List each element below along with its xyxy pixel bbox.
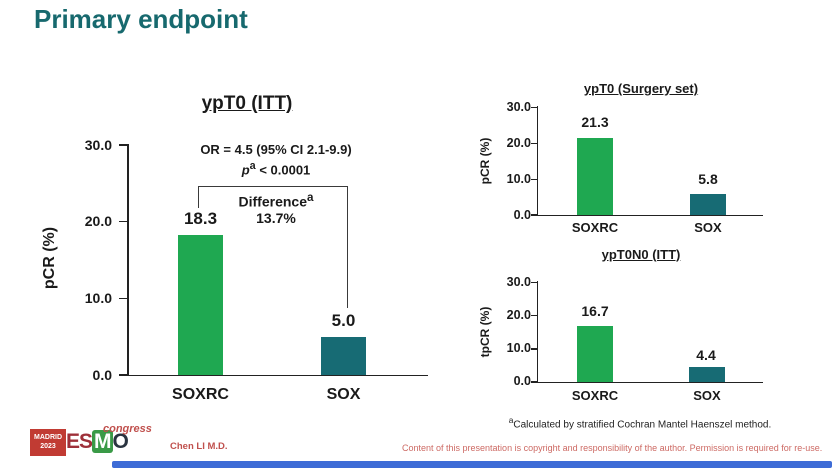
y-tick-label: 0.0 <box>92 367 112 383</box>
author-name: Chen LI M.D. <box>170 441 228 452</box>
y-tick-mark <box>531 348 538 350</box>
y-tick-label: 20.0 <box>84 213 112 229</box>
bar-value-sox: 4.4 <box>696 347 716 363</box>
bar-sox <box>690 194 726 215</box>
difference-word: Difference <box>238 193 307 210</box>
difference-bracket-left <box>198 186 199 208</box>
x-axis-line <box>537 214 763 216</box>
badge-city: MADRID <box>34 434 62 441</box>
chart-title: ypT0 (ITT) <box>201 93 293 114</box>
difference-bracket-top <box>198 186 348 187</box>
chart-title: ypT0N0 (ITT) <box>601 247 681 262</box>
y-tick-label: 20.0 <box>506 136 531 150</box>
difference-value: 13.7% <box>256 210 296 226</box>
p-value-text: pa < 0.0001 <box>156 160 396 177</box>
y-axis-line <box>127 144 129 375</box>
footnote-text: Calculated by stratified Cochran Mantel … <box>513 419 772 431</box>
y-tick-label: 0.0 <box>513 374 531 388</box>
y-tick-mark <box>531 106 538 108</box>
esmo-letter-e: E <box>66 430 80 453</box>
bar-value-soxrc: 21.3 <box>581 114 609 130</box>
bottom-progress-bar <box>112 461 832 468</box>
y-tick-label: 0.0 <box>513 208 531 222</box>
bar-sox <box>321 336 366 375</box>
bar-value-sox: 5.8 <box>698 171 718 187</box>
difference-superscript: a <box>306 191 314 204</box>
bar-value-soxrc: 18.3 <box>183 209 218 228</box>
y-tick-mark <box>531 142 538 144</box>
esmo-letter-m: M <box>92 430 113 453</box>
y-tick-label: 20.0 <box>506 308 531 322</box>
bar-value-sox: 5.0 <box>331 311 356 330</box>
y-tick-label: 10.0 <box>506 172 531 186</box>
esmo-madrid-2023-badge: MADRID 2023 <box>30 429 66 456</box>
difference-label: Differencea <box>221 191 331 210</box>
x-category-soxrc: SOXRC <box>172 386 229 403</box>
x-category-sox: SOX <box>693 388 721 403</box>
page-title: Primary endpoint <box>34 4 248 34</box>
y-tick-mark <box>531 381 538 383</box>
y-tick-mark <box>119 374 128 376</box>
y-tick-mark <box>531 178 538 180</box>
p-superscript: a <box>249 160 256 172</box>
x-category-sox: SOX <box>326 386 361 403</box>
y-tick-label: 10.0 <box>84 290 112 306</box>
difference-bracket-right <box>347 186 348 308</box>
x-category-sox: SOX <box>694 220 722 235</box>
esmo-logo: ESMO <box>66 429 129 455</box>
odds-ratio-text: OR = 4.5 (95% CI 2.1-9.9) <box>200 142 352 157</box>
y-tick-mark <box>531 214 538 216</box>
y-tick-mark <box>531 281 538 283</box>
badge-year: 2023 <box>40 443 56 451</box>
y-axis-line <box>537 281 539 382</box>
x-category-soxrc: SOXRC <box>571 388 619 403</box>
x-category-soxrc: SOXRC <box>571 220 619 235</box>
y-tick-mark <box>119 297 128 299</box>
x-axis-line <box>537 381 763 383</box>
x-axis-line <box>127 374 428 377</box>
p-symbol: p <box>241 162 250 178</box>
y-tick-label: 30.0 <box>84 137 112 153</box>
bar-value-soxrc: 16.7 <box>581 303 609 319</box>
esmo-letter-s: S <box>79 430 93 453</box>
chart-title: ypT0 (Surgery set) <box>583 81 699 96</box>
y-axis-line <box>537 106 539 215</box>
y-tick-label: 30.0 <box>506 275 531 289</box>
p-value: < 0.0001 <box>255 162 311 178</box>
y-tick-mark <box>119 220 128 222</box>
y-tick-label: 30.0 <box>506 100 531 114</box>
copyright-notice: Content of this presentation is copyrigh… <box>402 443 823 453</box>
bar-sox <box>689 367 725 382</box>
footnote: aCalculated by stratified Cochran Mantel… <box>460 415 820 430</box>
congress-label: congress <box>103 423 152 435</box>
bar-soxrc <box>577 138 613 215</box>
bar-soxrc <box>178 234 223 375</box>
esmo-letter-o: O <box>112 430 129 453</box>
footnote-superscript: a <box>508 415 514 425</box>
y-tick-mark <box>119 144 128 146</box>
y-tick-label: 10.0 <box>506 341 531 355</box>
y-tick-mark <box>531 314 538 317</box>
bar-soxrc <box>577 326 613 382</box>
